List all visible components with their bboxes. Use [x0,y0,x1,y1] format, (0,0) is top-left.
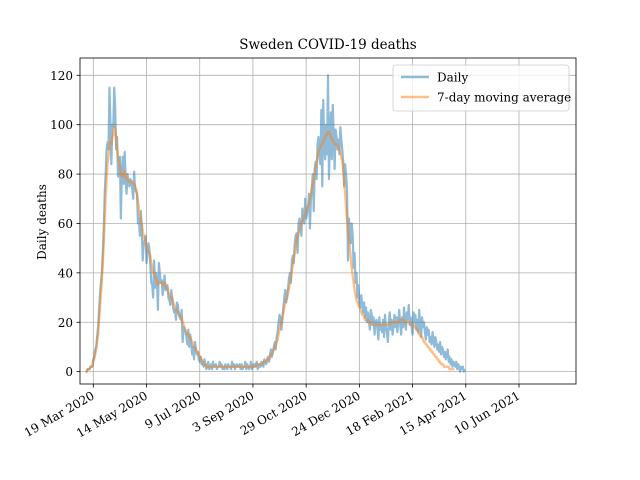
series-lines [85,74,466,373]
y-tick-label: 0 [65,365,73,379]
y-tick-label: 100 [50,118,73,132]
y-tick-label: 80 [58,168,73,182]
legend: Daily 7-day moving average [392,64,571,112]
y-tick-label: 120 [50,69,73,83]
y-tick-label: 20 [58,316,73,330]
legend-box [392,64,570,112]
legend-label: Daily [437,71,468,85]
plot-frame [79,57,577,385]
legend-label: 7-day moving average [437,91,571,105]
chart-title: Sweden COVID-19 deaths [239,37,417,53]
y-axis-label: Daily deaths [35,184,49,260]
series-line-moving-average [85,125,455,373]
y-tick-label: 60 [58,217,73,231]
y-tick-label: 40 [58,266,73,280]
